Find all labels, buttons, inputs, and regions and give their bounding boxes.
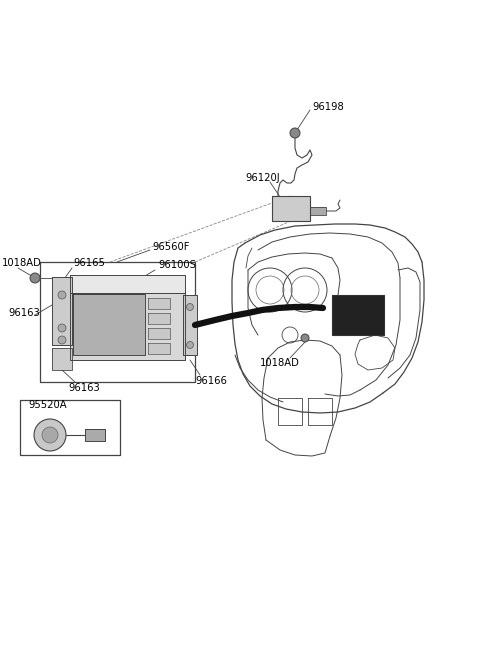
Polygon shape <box>52 348 72 370</box>
Polygon shape <box>73 294 145 355</box>
Polygon shape <box>148 313 170 324</box>
Circle shape <box>30 273 40 283</box>
Text: 96100S: 96100S <box>158 260 196 270</box>
Text: 96560F: 96560F <box>152 242 190 252</box>
Circle shape <box>58 291 66 299</box>
Polygon shape <box>52 277 72 345</box>
Text: 96198: 96198 <box>312 102 344 112</box>
Polygon shape <box>148 343 170 354</box>
Text: 95520A: 95520A <box>29 400 67 410</box>
Polygon shape <box>40 262 195 382</box>
Text: 96165: 96165 <box>73 258 105 268</box>
Text: 96163: 96163 <box>8 308 40 318</box>
Text: 1018AD: 1018AD <box>260 358 300 368</box>
Polygon shape <box>332 295 384 335</box>
Circle shape <box>58 336 66 344</box>
Circle shape <box>58 324 66 332</box>
Polygon shape <box>272 196 310 221</box>
Text: 96166: 96166 <box>195 376 227 386</box>
Polygon shape <box>183 295 197 355</box>
Circle shape <box>290 128 300 138</box>
Polygon shape <box>70 293 185 360</box>
Polygon shape <box>20 400 120 455</box>
Circle shape <box>42 427 58 443</box>
Circle shape <box>301 334 309 342</box>
Text: 96163: 96163 <box>68 383 100 393</box>
Circle shape <box>34 419 66 451</box>
Polygon shape <box>148 328 170 339</box>
Text: 96120J: 96120J <box>245 173 280 183</box>
Polygon shape <box>310 207 326 215</box>
Circle shape <box>187 304 193 310</box>
Polygon shape <box>148 298 170 309</box>
Polygon shape <box>70 275 185 293</box>
Circle shape <box>187 342 193 348</box>
Polygon shape <box>85 429 105 441</box>
Text: 1018AD: 1018AD <box>2 258 42 268</box>
